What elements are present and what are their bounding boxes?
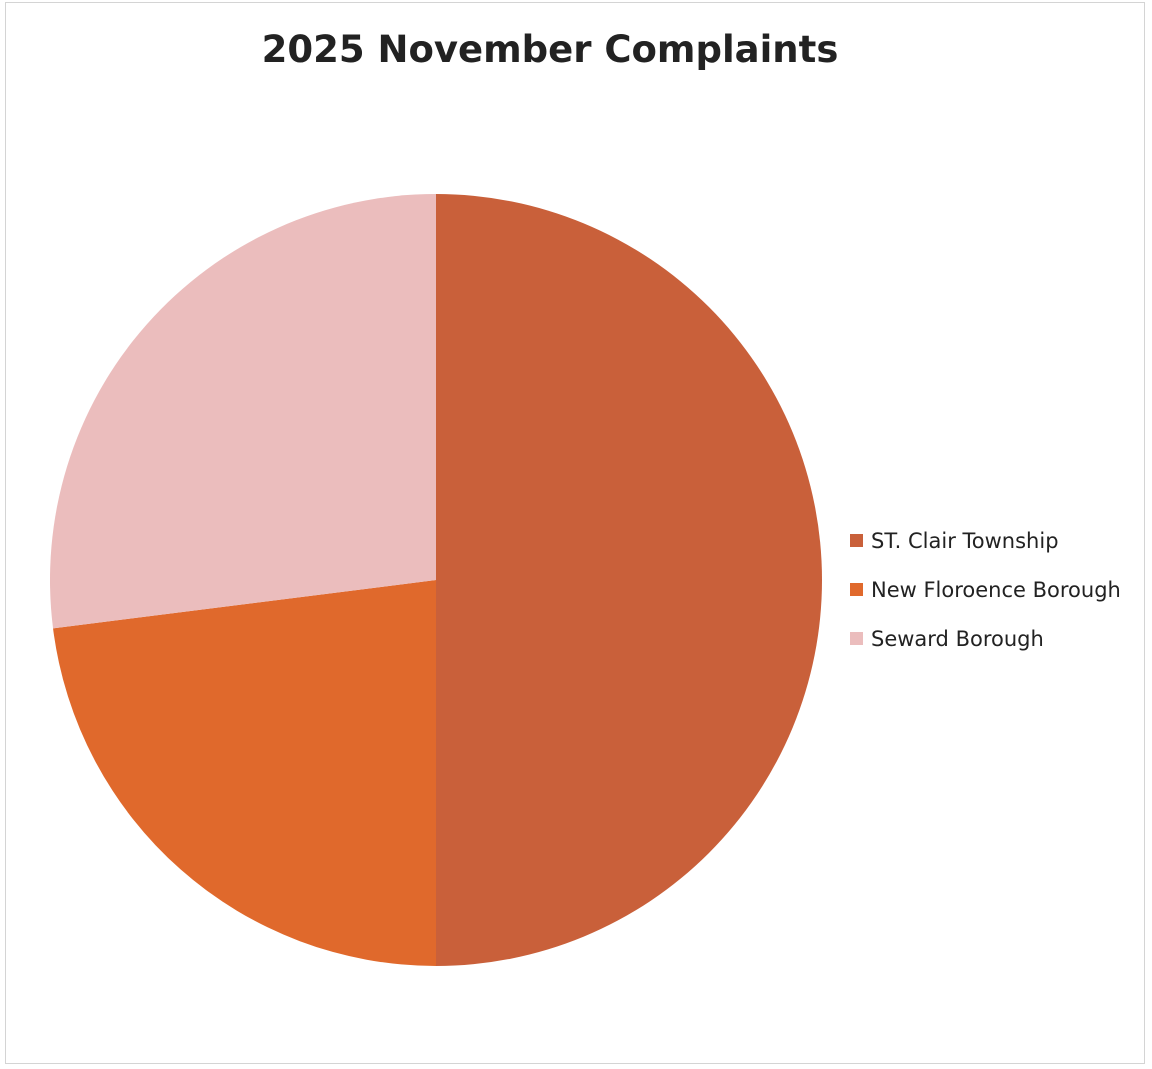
- legend-label: New Floroence Borough: [871, 577, 1121, 602]
- legend-label: Seward Borough: [871, 626, 1044, 651]
- pie-slice-seward-borough: [49, 194, 436, 629]
- chart-title: 2025 November Complaints: [261, 28, 839, 71]
- legend-item-new-floroence-borough: New Floroence Borough: [850, 565, 1121, 614]
- pie-slice-new-floroence-borough: [53, 580, 436, 966]
- legend-swatch: [850, 534, 863, 547]
- legend-item-st-clair-township: ST. Clair Township: [850, 516, 1121, 565]
- legend-swatch: [850, 632, 863, 645]
- legend-item-seward-borough: Seward Borough: [850, 614, 1121, 663]
- chart-legend: ST. Clair Township New Floroence Borough…: [850, 516, 1121, 663]
- pie-slice-st-clair-township: [436, 194, 822, 966]
- legend-label: ST. Clair Township: [871, 528, 1059, 553]
- chart-frame: [5, 2, 1145, 1064]
- legend-swatch: [850, 583, 863, 596]
